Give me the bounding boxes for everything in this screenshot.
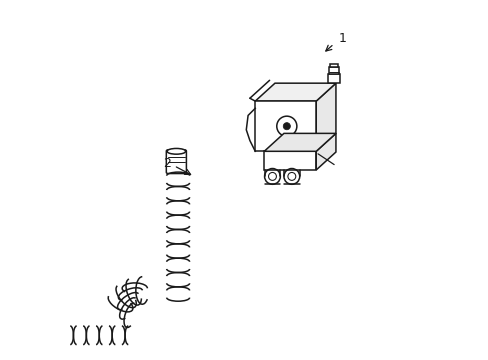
Ellipse shape [167,148,185,154]
Polygon shape [316,134,335,170]
Polygon shape [316,83,335,151]
Circle shape [283,123,290,130]
FancyBboxPatch shape [166,150,186,174]
Polygon shape [327,74,340,83]
Ellipse shape [0,326,3,345]
Polygon shape [328,67,339,74]
Text: 2: 2 [163,157,171,170]
Polygon shape [255,101,316,151]
Text: 1: 1 [338,32,346,45]
Polygon shape [255,83,335,101]
Polygon shape [264,134,335,151]
Polygon shape [264,151,316,170]
Polygon shape [329,64,338,67]
